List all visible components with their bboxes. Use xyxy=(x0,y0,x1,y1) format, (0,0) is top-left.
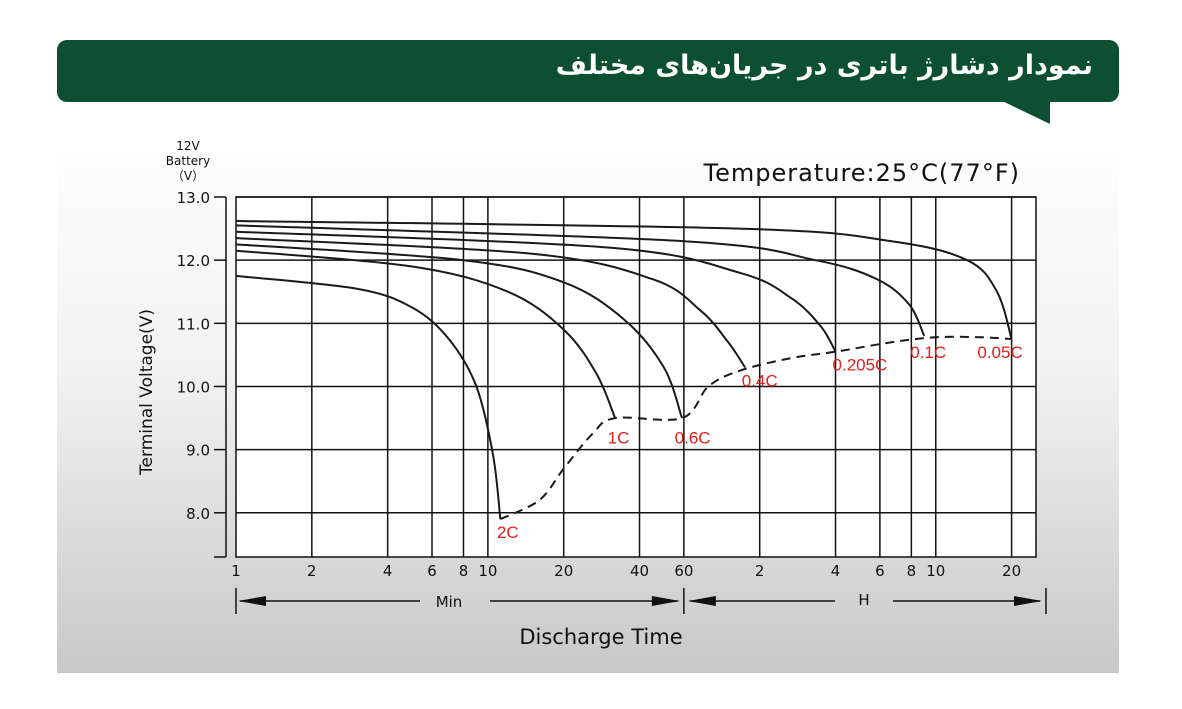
curve-0-05C xyxy=(235,220,1013,340)
curve-0-4C xyxy=(235,237,746,369)
x-tick-label: 4 xyxy=(831,562,841,580)
series-label-1C: 1C xyxy=(608,428,630,447)
x-tick-label: 60 xyxy=(674,562,693,580)
x-tick-label: 8 xyxy=(907,562,917,580)
x-tick-label: 40 xyxy=(630,562,649,580)
arrowhead xyxy=(651,596,680,606)
x-tick-label: 20 xyxy=(1002,562,1021,580)
y-tick-label: 12.0 xyxy=(177,252,210,270)
curve-0-1C xyxy=(235,224,926,337)
curve-0-205C xyxy=(235,230,837,353)
curve-1C xyxy=(235,249,617,419)
curve-0-6C xyxy=(235,243,683,419)
y-tick-label: 9.0 xyxy=(186,442,210,460)
temperature-annotation: Temperature:25°C(77°F) xyxy=(703,159,1020,187)
y-tick-label: 11.0 xyxy=(177,315,210,333)
banner-tail xyxy=(996,98,1050,124)
x-tick-label: 4 xyxy=(383,562,393,580)
labels: 2C 1C 0.6C 0.4C 0.205C 0.1C 0.05C xyxy=(497,343,1023,542)
y-axis-label: Terminal Voltage(V) xyxy=(137,309,157,476)
curves xyxy=(235,220,1013,521)
series-label-0-6C: 0.6C xyxy=(675,428,711,447)
battery-unit-label: （V） xyxy=(172,169,204,183)
title-banner: نمودار دشارژ باتری در جریان‌های مختلف xyxy=(57,40,1119,102)
x-tick-label: 6 xyxy=(875,562,885,580)
x-axis-label: Discharge Time xyxy=(519,625,682,649)
series-label-2C: 2C xyxy=(497,523,519,542)
end-voltage-line xyxy=(499,335,1012,521)
y-tick-label: 10.0 xyxy=(177,378,210,396)
x-tick-label: 1 xyxy=(231,562,241,580)
plot-area xyxy=(235,196,1037,558)
series-label-0-05C: 0.05C xyxy=(977,343,1022,362)
y-tick-label: 13.0 xyxy=(177,189,210,207)
x-tick-label: 2 xyxy=(307,562,317,580)
curve-2C xyxy=(235,274,502,520)
y-tick-label: 8.0 xyxy=(186,505,210,523)
battery-unit-label: Battery xyxy=(166,154,210,168)
x-tick-label: 10 xyxy=(478,562,497,580)
unit-h-label: H xyxy=(858,591,869,609)
battery-unit-label: 12V xyxy=(176,139,200,153)
arrowhead xyxy=(1014,596,1042,606)
x-tick-label: 2 xyxy=(755,562,765,580)
series-label-0-1C: 0.1C xyxy=(910,343,946,362)
x-tick-label: 10 xyxy=(926,562,945,580)
x-tick-label: 8 xyxy=(459,562,469,580)
axes: 13.012.011.010.09.08.01 2 4 6 8 10 20 40 60 2 4 6 8 1… xyxy=(137,139,1047,649)
series-label-0-205C: 0.205C xyxy=(833,356,888,375)
x-tick-label: 20 xyxy=(554,562,573,580)
series-label-0-4C: 0.4C xyxy=(742,371,778,390)
x-tick-label: 6 xyxy=(427,562,437,580)
arrowhead xyxy=(687,596,716,606)
grid xyxy=(235,196,1037,558)
arrowhead xyxy=(238,596,266,606)
unit-min-label: Min xyxy=(436,593,463,611)
page-title: نمودار دشارژ باتری در جریان‌های مختلف xyxy=(555,50,1093,81)
